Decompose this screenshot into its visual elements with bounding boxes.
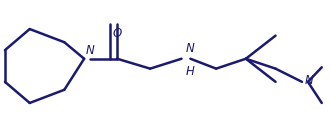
Text: N: N xyxy=(305,74,314,87)
Text: N: N xyxy=(186,43,195,55)
Text: H: H xyxy=(186,65,195,78)
Text: N: N xyxy=(86,44,95,57)
Text: O: O xyxy=(113,27,122,40)
